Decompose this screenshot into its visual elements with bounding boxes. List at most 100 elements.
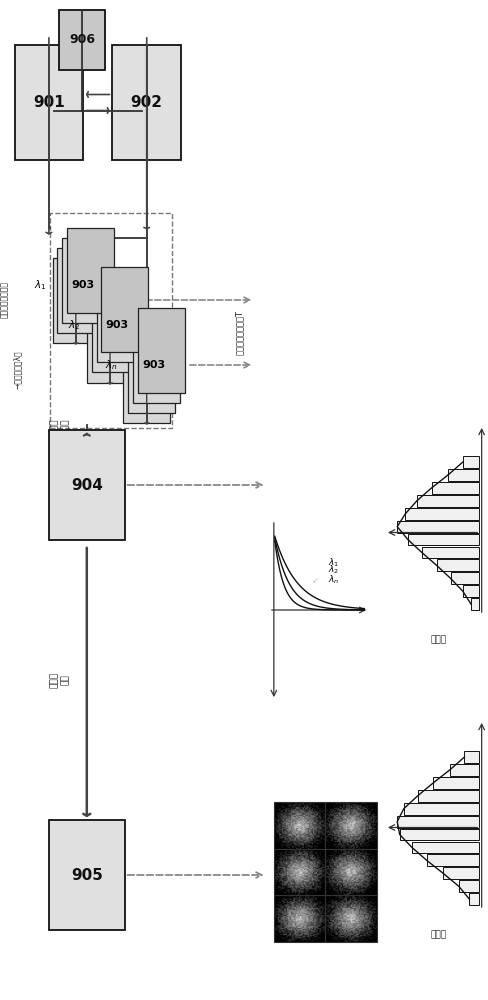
Bar	[432, 777, 478, 789]
Text: 光子到达时间序列T: 光子到达时间序列T	[235, 310, 244, 355]
Text: 光子计数
曲线拟合: 光子计数 曲线拟合	[50, 418, 69, 440]
Bar	[462, 585, 478, 597]
Text: $t_1$: $t_1$	[487, 791, 488, 800]
Bar	[273, 802, 325, 849]
Bar	[138, 308, 184, 392]
Bar	[273, 849, 325, 895]
Text: 906: 906	[69, 33, 95, 46]
Bar	[325, 895, 376, 942]
Text: 时间: 时间	[487, 700, 488, 710]
Text: 901: 901	[33, 95, 64, 110]
Text: $t_1$: $t_1$	[487, 560, 488, 569]
Text: 光子到达位置坐标: 光子到达位置坐标	[0, 282, 9, 318]
Bar	[123, 338, 170, 422]
Bar	[417, 790, 478, 802]
Bar	[405, 508, 478, 520]
Text: 905: 905	[71, 867, 102, 882]
Text: $t_1$: $t_1$	[487, 830, 488, 838]
Bar	[49, 430, 124, 540]
Bar	[416, 495, 478, 507]
Text: $t_1$: $t_1$	[487, 599, 488, 608]
Bar	[411, 842, 478, 853]
Text: 光子数: 光子数	[429, 636, 446, 645]
Text: ...: ...	[487, 916, 488, 924]
Text: $\lambda_1$: $\lambda_1$	[34, 278, 47, 292]
Bar	[458, 880, 478, 892]
Text: $t_1$: $t_1$	[487, 881, 488, 890]
Bar	[431, 482, 478, 494]
Text: $t_1$: $t_1$	[487, 457, 488, 466]
Text: $t_1$: $t_1$	[487, 765, 488, 774]
Bar	[87, 298, 133, 382]
Bar	[396, 521, 478, 532]
Text: 904: 904	[71, 478, 102, 492]
Bar	[468, 893, 478, 905]
Text: $\lambda_n$: $\lambda_n$	[327, 574, 339, 586]
Bar	[128, 328, 175, 412]
Text: 903: 903	[142, 360, 165, 370]
Bar	[49, 820, 124, 930]
Bar	[112, 45, 181, 160]
Bar	[449, 572, 478, 584]
Text: $t_1$: $t_1$	[487, 496, 488, 505]
Bar	[58, 247, 104, 332]
Bar	[62, 237, 108, 322]
Bar	[325, 849, 376, 895]
Text: $\lambda_1$: $\lambda_1$	[327, 557, 339, 569]
Bar	[426, 854, 478, 866]
Text: $t_1$: $t_1$	[487, 547, 488, 556]
Text: 光子数: 光子数	[429, 930, 446, 940]
Text: ...: ...	[487, 730, 488, 740]
Text: $\lambda_2$: $\lambda_2$	[327, 564, 339, 576]
Text: $t_1$: $t_1$	[487, 868, 488, 877]
Text: $t_1$: $t_1$	[487, 573, 488, 582]
Bar	[50, 213, 172, 428]
Bar	[59, 10, 105, 70]
Text: $t_1$: $t_1$	[487, 817, 488, 825]
Bar	[470, 598, 478, 610]
Text: $t_1$: $t_1$	[487, 855, 488, 864]
Text: $t_1$: $t_1$	[487, 509, 488, 518]
Bar	[407, 534, 478, 545]
Bar	[462, 456, 478, 468]
Text: ...: ...	[308, 572, 320, 584]
Text: $t_1$: $t_1$	[487, 522, 488, 530]
Text: 时间: 时间	[487, 405, 488, 415]
Text: $t_1$: $t_1$	[487, 804, 488, 813]
Bar	[96, 277, 142, 362]
Bar	[464, 751, 478, 763]
Text: 扫描完
一帧: 扫描完 一帧	[50, 672, 69, 688]
Text: $t_1$: $t_1$	[487, 842, 488, 851]
Text: $t_1$: $t_1$	[487, 778, 488, 787]
Text: $t_1$: $t_1$	[487, 752, 488, 761]
Text: 903: 903	[105, 320, 129, 330]
Bar	[325, 802, 376, 849]
Bar	[273, 895, 325, 942]
Bar	[449, 764, 478, 776]
Text: 902: 902	[130, 95, 163, 110]
Bar	[399, 829, 478, 840]
Text: $t_1$: $t_1$	[487, 586, 488, 595]
Text: $t_1$: $t_1$	[487, 535, 488, 543]
Text: $\lambda_n$: $\lambda_n$	[105, 358, 117, 372]
Bar	[53, 257, 99, 342]
Text: 903: 903	[71, 280, 95, 290]
Bar	[92, 287, 138, 372]
Bar	[15, 45, 83, 160]
Text: $t_1$: $t_1$	[487, 894, 488, 903]
Bar	[396, 816, 478, 828]
Bar	[67, 228, 113, 312]
Text: →光谱通道（λ）: →光谱通道（λ）	[13, 351, 21, 389]
Bar	[421, 547, 478, 558]
Bar	[403, 803, 478, 815]
Text: ...: ...	[487, 620, 488, 630]
Bar	[442, 867, 478, 879]
Bar	[133, 318, 180, 402]
Text: $\lambda_2$: $\lambda_2$	[68, 318, 81, 332]
Text: $t_1$: $t_1$	[487, 470, 488, 479]
Text: $t_1$: $t_1$	[487, 483, 488, 492]
Bar	[436, 559, 478, 571]
Bar	[102, 267, 147, 352]
Text: ...: ...	[487, 436, 488, 444]
Bar	[447, 469, 478, 481]
